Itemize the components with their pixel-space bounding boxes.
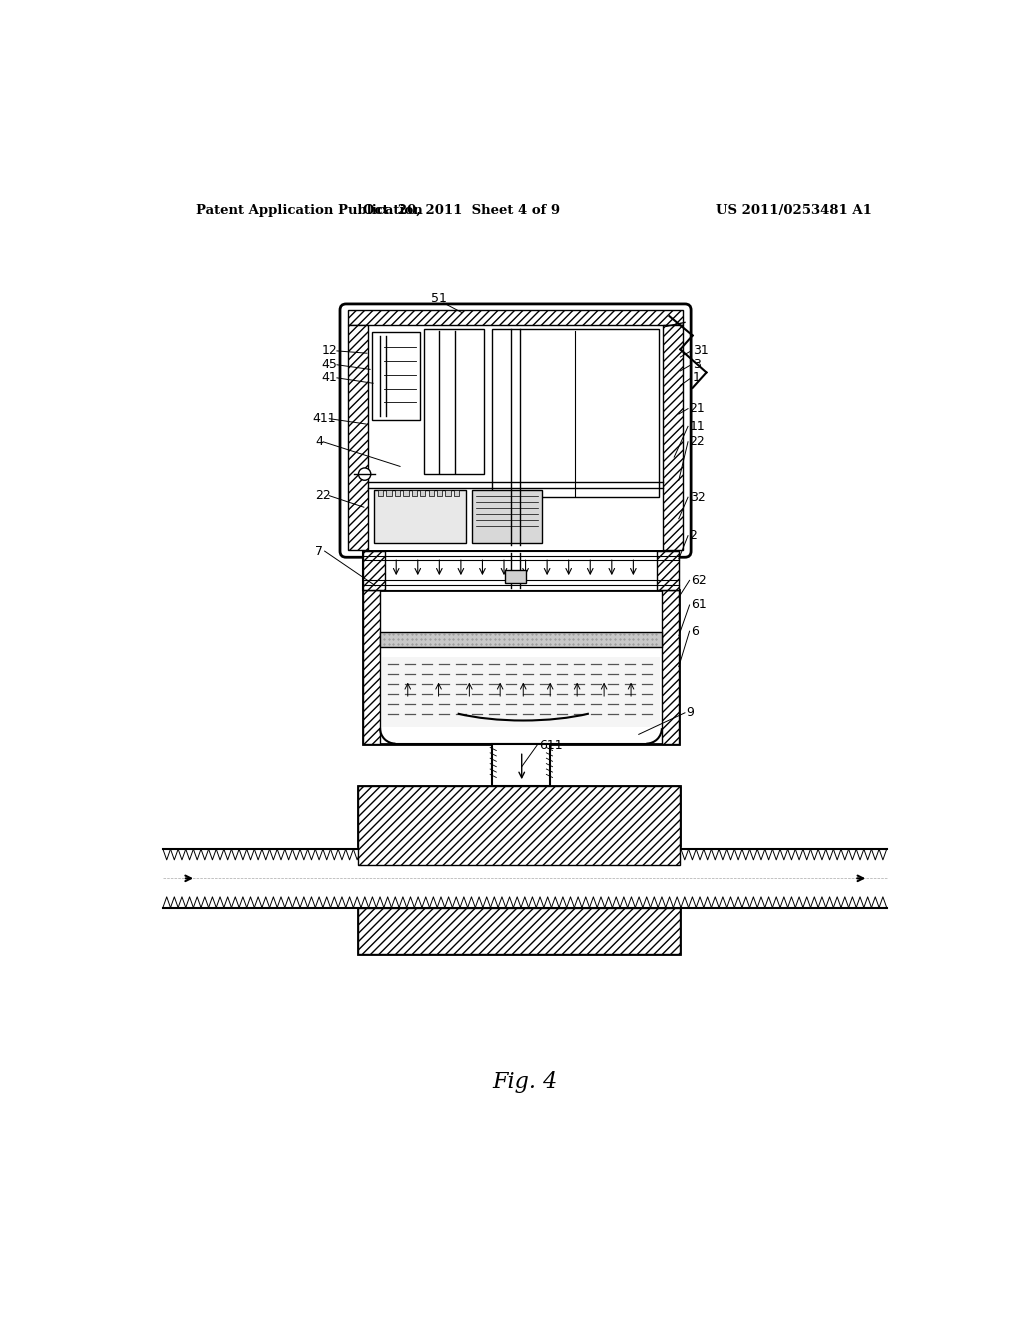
- Text: Patent Application Publication: Patent Application Publication: [196, 205, 423, 218]
- Circle shape: [358, 469, 371, 480]
- Bar: [429, 490, 434, 496]
- Bar: [657, 552, 679, 590]
- Text: 2: 2: [689, 529, 697, 543]
- Text: 411: 411: [312, 412, 336, 425]
- Bar: [424, 330, 484, 474]
- Text: 51: 51: [431, 292, 446, 305]
- Text: US 2011/0253481 A1: US 2011/0253481 A1: [716, 205, 871, 218]
- Bar: [358, 785, 680, 866]
- Bar: [403, 490, 409, 496]
- Bar: [437, 490, 442, 496]
- Text: 6: 6: [691, 624, 699, 638]
- Text: 3: 3: [692, 358, 700, 371]
- Text: 1: 1: [692, 371, 700, 384]
- Bar: [358, 785, 680, 846]
- Bar: [358, 908, 680, 954]
- Text: Oct. 20, 2011  Sheet 4 of 9: Oct. 20, 2011 Sheet 4 of 9: [364, 205, 560, 218]
- Bar: [420, 490, 425, 496]
- Bar: [380, 632, 662, 647]
- Bar: [492, 330, 658, 498]
- Text: 21: 21: [689, 403, 706, 416]
- Text: 41: 41: [322, 371, 337, 384]
- Bar: [364, 552, 679, 590]
- Bar: [368, 326, 664, 549]
- Text: 62: 62: [691, 574, 707, 587]
- Text: 7: 7: [315, 545, 324, 557]
- Bar: [364, 590, 380, 743]
- FancyBboxPatch shape: [340, 304, 691, 557]
- Bar: [493, 743, 550, 785]
- Bar: [664, 326, 683, 549]
- Bar: [385, 552, 657, 590]
- Bar: [364, 552, 385, 590]
- Text: 32: 32: [689, 491, 706, 504]
- Text: 12: 12: [322, 345, 337, 358]
- Text: 61: 61: [691, 598, 707, 611]
- Text: Fig. 4: Fig. 4: [493, 1072, 557, 1093]
- Bar: [472, 490, 542, 544]
- Bar: [163, 849, 887, 908]
- Text: 22: 22: [689, 436, 706, 449]
- Bar: [374, 490, 466, 544]
- Text: 11: 11: [689, 420, 706, 433]
- Bar: [412, 490, 417, 496]
- Bar: [445, 490, 451, 496]
- Bar: [348, 326, 368, 549]
- Bar: [386, 490, 391, 496]
- Bar: [378, 490, 383, 496]
- Text: 22: 22: [315, 490, 331, 502]
- Bar: [382, 656, 660, 726]
- Bar: [358, 785, 680, 846]
- Text: 9: 9: [686, 706, 694, 719]
- Bar: [364, 590, 679, 743]
- Bar: [662, 590, 679, 743]
- Bar: [373, 331, 420, 420]
- Bar: [505, 570, 526, 583]
- Text: 611: 611: [539, 739, 562, 751]
- Text: 31: 31: [692, 345, 709, 358]
- Bar: [394, 490, 400, 496]
- Bar: [358, 908, 680, 954]
- Bar: [454, 490, 460, 496]
- Bar: [348, 310, 683, 326]
- Text: 4: 4: [315, 436, 324, 449]
- Text: 45: 45: [322, 358, 337, 371]
